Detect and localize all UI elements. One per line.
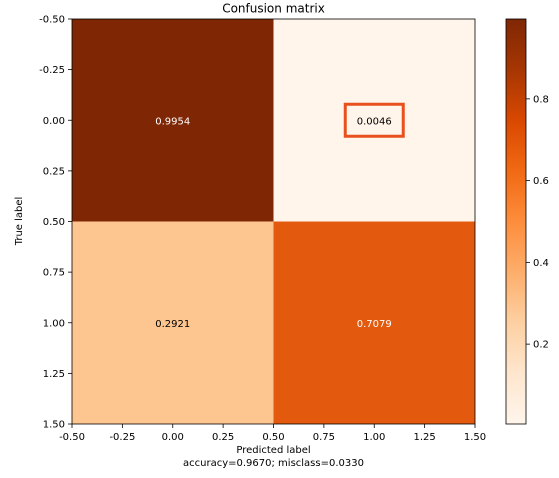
y-axis-ticks: -0.50 -0.25 0.00 0.25 0.50 0.75 1.00 1.25 1.50 <box>39 15 72 431</box>
y-axis-label: True label <box>14 197 25 247</box>
heatmap-cell <box>273 221 475 424</box>
accuracy-footer: accuracy=0.9670; misclass=0.0330 <box>183 458 364 469</box>
chart-title: Confusion matrix <box>222 2 325 16</box>
x-tick-label: 0.00 <box>162 432 184 443</box>
heatmap-cell <box>72 19 274 222</box>
x-tick-label: 1.50 <box>464 432 486 443</box>
colorbar-tick-label: 0.6 <box>533 176 549 187</box>
y-tick-label: 0.75 <box>43 268 65 279</box>
cell-value-label: 0.9954 <box>155 116 190 127</box>
colorbar <box>505 18 527 425</box>
y-tick-label: 0.50 <box>43 217 65 228</box>
x-tick-label: 0.25 <box>212 432 234 443</box>
y-tick-label: -0.50 <box>39 15 65 26</box>
cell-value-label: 0.2921 <box>155 319 190 330</box>
heatmap-cells <box>72 19 475 424</box>
heatmap-cell-labels: 0.9954 0.0046 0.2921 0.7079 <box>155 116 392 330</box>
x-axis-label: Predicted label <box>236 445 310 456</box>
colorbar-tick-label: 0.8 <box>533 94 549 105</box>
x-axis-ticks: -0.50 -0.25 0.00 0.25 0.50 0.75 1.00 1.25 1.50 <box>59 424 486 443</box>
cell-value-label: 0.0046 <box>357 116 392 127</box>
highlighted-cell-box <box>343 102 405 138</box>
heatmap-cell <box>273 19 475 222</box>
x-tick-label: -0.50 <box>59 432 85 443</box>
x-tick-label: 1.25 <box>413 432 435 443</box>
y-tick-label: 1.50 <box>43 420 65 431</box>
y-tick-label: 1.25 <box>43 369 65 380</box>
x-tick-label: 0.75 <box>313 432 335 443</box>
heatmap-cell <box>72 221 274 424</box>
x-tick-label: 1.00 <box>363 432 385 443</box>
colorbar-tick-label: 0.4 <box>533 258 549 269</box>
colorbar-tick-label: 0.2 <box>533 340 549 351</box>
y-tick-label: 0.00 <box>43 116 65 127</box>
x-tick-label: -0.25 <box>109 432 135 443</box>
colorbar-ticks: 0.2 0.4 0.6 0.8 <box>526 94 549 351</box>
y-tick-label: -0.25 <box>39 65 65 76</box>
cell-value-label: 0.7079 <box>357 319 392 330</box>
x-tick-label: 0.50 <box>262 432 284 443</box>
y-tick-label: 1.00 <box>43 318 65 329</box>
y-tick-label: 0.25 <box>43 166 65 177</box>
